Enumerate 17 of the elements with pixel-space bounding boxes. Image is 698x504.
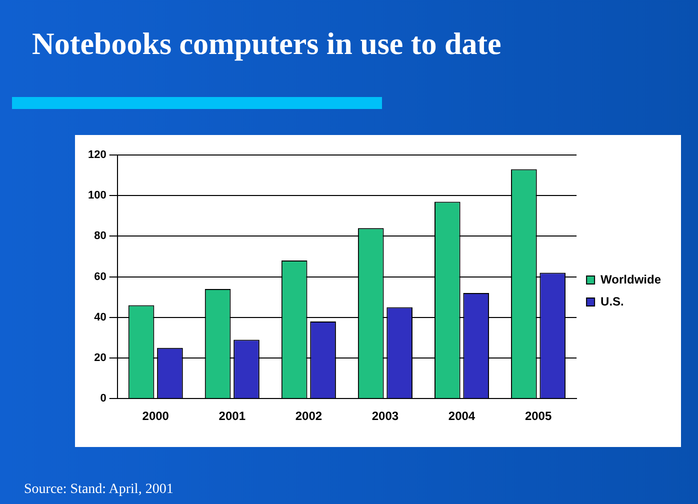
x-tick-label: 2003 [372, 409, 399, 424]
source-note: Source: Stand: April, 2001 [24, 482, 174, 498]
y-tick-label: 60 [94, 270, 106, 283]
y-tick-label: 20 [94, 352, 106, 364]
x-tick-label: 2005 [524, 409, 552, 424]
legend-label: U.S. [600, 294, 624, 308]
y-tick-label: 80 [94, 230, 106, 242]
chart-title: Notebooks computers in use to date [32, 26, 502, 62]
x-tick-label: 2002 [295, 409, 322, 424]
y-tick-label: 40 [94, 311, 106, 324]
x-tick-label: 2004 [448, 409, 476, 424]
y-tick-label: 100 [88, 190, 106, 202]
legend-label: Worldwide [600, 272, 662, 286]
y-tick-label: 0 [100, 392, 106, 405]
x-tick-label: 2001 [218, 409, 246, 424]
y-tick-label: 120 [88, 149, 106, 162]
x-tick-label: 2000 [142, 409, 170, 424]
